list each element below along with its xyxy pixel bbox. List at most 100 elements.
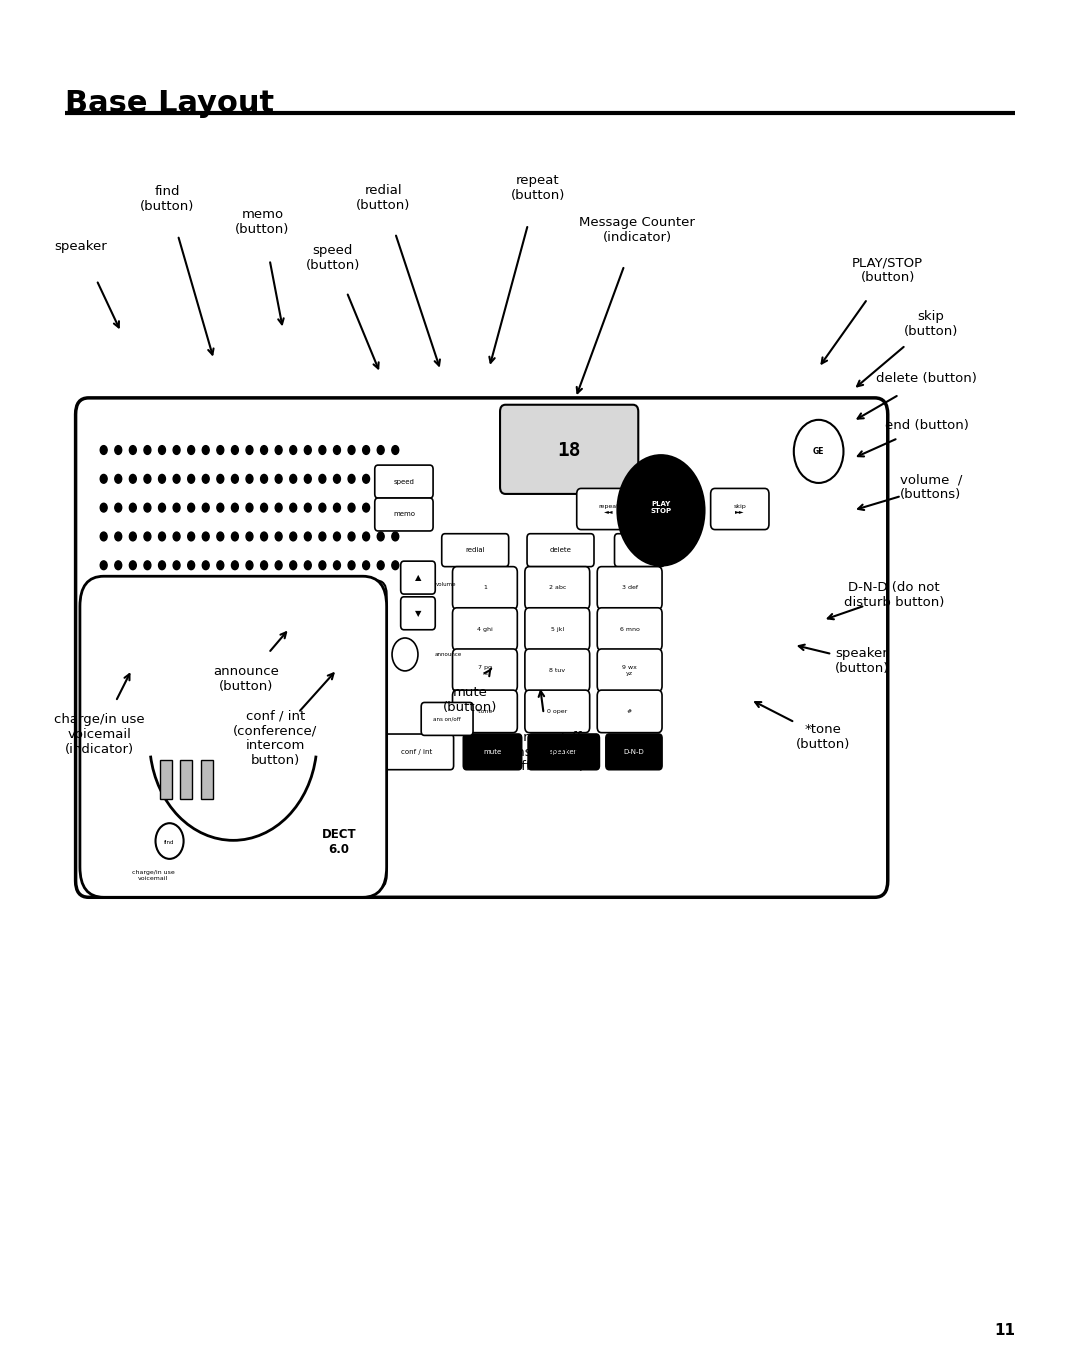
FancyBboxPatch shape bbox=[597, 608, 662, 650]
Text: charge/in use
voicemail: charge/in use voicemail bbox=[132, 870, 175, 881]
Text: 5 jkl: 5 jkl bbox=[551, 627, 564, 631]
FancyBboxPatch shape bbox=[421, 702, 473, 735]
FancyBboxPatch shape bbox=[577, 488, 643, 530]
Text: speaker: speaker bbox=[550, 749, 578, 755]
FancyBboxPatch shape bbox=[401, 561, 435, 594]
FancyBboxPatch shape bbox=[453, 690, 517, 733]
Circle shape bbox=[348, 532, 355, 541]
FancyBboxPatch shape bbox=[525, 690, 590, 733]
FancyBboxPatch shape bbox=[453, 649, 517, 691]
Circle shape bbox=[334, 446, 340, 454]
FancyBboxPatch shape bbox=[453, 608, 517, 650]
Circle shape bbox=[363, 561, 369, 569]
Text: #: # bbox=[627, 709, 632, 713]
Circle shape bbox=[114, 446, 122, 454]
Text: end (button): end (button) bbox=[885, 418, 969, 432]
Text: 2 abc: 2 abc bbox=[549, 586, 566, 590]
Text: PLAY
STOP: PLAY STOP bbox=[650, 501, 672, 514]
Text: repeat
(button): repeat (button) bbox=[511, 174, 565, 202]
Text: speaker
(button): speaker (button) bbox=[835, 648, 889, 675]
Text: speaker: speaker bbox=[55, 240, 107, 254]
FancyBboxPatch shape bbox=[375, 498, 433, 531]
Circle shape bbox=[231, 446, 239, 454]
Circle shape bbox=[377, 561, 384, 569]
Circle shape bbox=[231, 561, 239, 569]
Circle shape bbox=[159, 561, 165, 569]
Text: conf / int
(conference/
intercom
button): conf / int (conference/ intercom button) bbox=[233, 709, 318, 767]
FancyBboxPatch shape bbox=[380, 734, 454, 770]
FancyBboxPatch shape bbox=[528, 734, 599, 770]
Circle shape bbox=[363, 446, 369, 454]
Text: repeat
◄◄: repeat ◄◄ bbox=[598, 504, 620, 514]
Circle shape bbox=[246, 504, 253, 512]
Circle shape bbox=[260, 561, 268, 569]
Circle shape bbox=[363, 504, 369, 512]
FancyBboxPatch shape bbox=[80, 576, 387, 897]
Circle shape bbox=[202, 475, 210, 483]
Circle shape bbox=[348, 504, 355, 512]
Circle shape bbox=[202, 504, 210, 512]
Text: volume  /
(buttons): volume / (buttons) bbox=[900, 473, 962, 501]
Circle shape bbox=[100, 561, 107, 569]
Circle shape bbox=[144, 561, 151, 569]
Circle shape bbox=[231, 475, 239, 483]
Circle shape bbox=[144, 532, 151, 541]
Text: PLAY/STOP
(button): PLAY/STOP (button) bbox=[852, 257, 923, 284]
FancyBboxPatch shape bbox=[527, 534, 594, 567]
Text: *tone
(button): *tone (button) bbox=[796, 723, 850, 750]
Circle shape bbox=[334, 504, 340, 512]
Circle shape bbox=[159, 504, 165, 512]
Text: 0 oper: 0 oper bbox=[548, 709, 567, 713]
Circle shape bbox=[217, 475, 224, 483]
Text: 3 def: 3 def bbox=[622, 586, 637, 590]
FancyBboxPatch shape bbox=[597, 690, 662, 733]
Circle shape bbox=[392, 504, 399, 512]
Circle shape bbox=[260, 475, 268, 483]
Text: delete (button): delete (button) bbox=[876, 372, 977, 386]
Bar bbox=[160, 760, 172, 799]
Circle shape bbox=[130, 561, 136, 569]
Circle shape bbox=[305, 475, 311, 483]
Text: 6 mno: 6 mno bbox=[620, 627, 639, 631]
Circle shape bbox=[173, 532, 180, 541]
Text: GE: GE bbox=[813, 447, 824, 456]
FancyBboxPatch shape bbox=[401, 597, 435, 630]
Text: skip
(button): skip (button) bbox=[904, 310, 958, 338]
FancyBboxPatch shape bbox=[76, 398, 888, 897]
Circle shape bbox=[275, 561, 282, 569]
Text: volume: volume bbox=[436, 582, 457, 587]
Circle shape bbox=[217, 446, 224, 454]
Circle shape bbox=[289, 561, 297, 569]
FancyBboxPatch shape bbox=[442, 534, 509, 567]
Text: ▲: ▲ bbox=[415, 573, 421, 582]
Circle shape bbox=[231, 532, 239, 541]
Circle shape bbox=[202, 561, 210, 569]
FancyBboxPatch shape bbox=[500, 405, 638, 494]
Circle shape bbox=[114, 532, 122, 541]
Text: find: find bbox=[164, 840, 175, 845]
Circle shape bbox=[260, 532, 268, 541]
Circle shape bbox=[100, 475, 107, 483]
Text: redial
(button): redial (button) bbox=[356, 184, 410, 211]
Circle shape bbox=[289, 446, 297, 454]
Circle shape bbox=[289, 504, 297, 512]
Text: speed
(button): speed (button) bbox=[306, 244, 360, 272]
Text: conf / int: conf / int bbox=[402, 749, 432, 755]
Circle shape bbox=[319, 504, 326, 512]
FancyBboxPatch shape bbox=[615, 534, 664, 567]
Circle shape bbox=[319, 561, 326, 569]
FancyBboxPatch shape bbox=[606, 734, 662, 770]
Circle shape bbox=[377, 446, 384, 454]
Circle shape bbox=[319, 446, 326, 454]
Circle shape bbox=[363, 475, 369, 483]
FancyBboxPatch shape bbox=[597, 649, 662, 691]
Circle shape bbox=[130, 446, 136, 454]
Text: 9 wx
yz: 9 wx yz bbox=[622, 665, 637, 675]
Text: end: end bbox=[633, 547, 646, 553]
Circle shape bbox=[348, 446, 355, 454]
FancyBboxPatch shape bbox=[525, 608, 590, 650]
Circle shape bbox=[377, 475, 384, 483]
FancyBboxPatch shape bbox=[525, 649, 590, 691]
Circle shape bbox=[159, 475, 165, 483]
FancyBboxPatch shape bbox=[375, 465, 433, 498]
